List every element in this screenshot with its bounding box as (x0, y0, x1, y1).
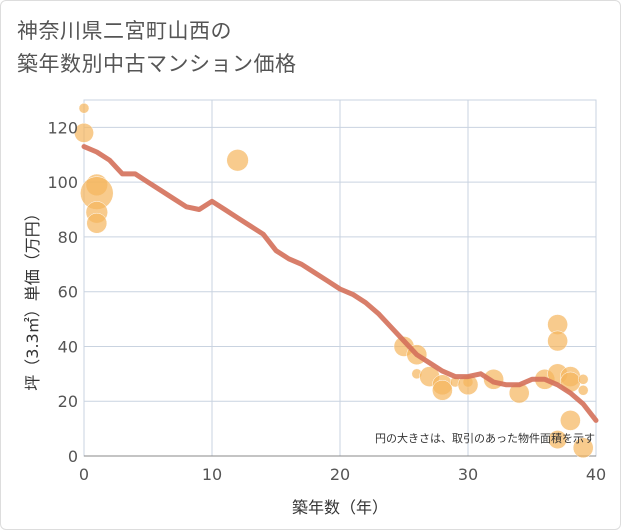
chart-title-line1: 神奈川県二宮町山西の (17, 19, 232, 43)
data-bubble (226, 149, 249, 172)
trend-line-group (81, 144, 599, 423)
area-note: 円の大きさは、取引のあった物件面積を示す (375, 431, 595, 445)
trend-line (81, 144, 599, 423)
data-bubble (577, 384, 589, 396)
data-bubble (74, 122, 94, 143)
data-bubble (432, 379, 453, 401)
y-tick-label: 60 (58, 283, 78, 302)
y-axis-label: 坪（3.3㎡）単価（万円） (23, 205, 42, 390)
chart-title: 神奈川県二宮町山西の 築年数別中古マンション価格 (17, 15, 297, 81)
x-tick-label: 0 (79, 465, 89, 484)
y-tick-label: 0 (68, 447, 78, 466)
data-bubble (560, 410, 581, 431)
grid (83, 99, 597, 457)
data-bubble (78, 102, 90, 114)
y-tick-label: 120 (47, 118, 78, 137)
y-tick-label: 20 (58, 392, 78, 411)
chart-title-line2: 築年数別中古マンション価格 (17, 52, 297, 76)
x-axis-label: 築年数（年） (292, 498, 388, 517)
y-tick-label: 40 (58, 337, 78, 356)
y-tick-label: 100 (47, 173, 78, 192)
axis-ticks: 0 20 40 60 80 100 120 0 10 20 30 40 (47, 118, 606, 484)
data-bubble (548, 430, 568, 450)
x-tick-label: 30 (458, 465, 478, 484)
data-bubble (86, 212, 108, 234)
x-tick-label: 40 (586, 465, 606, 484)
data-bubble (547, 330, 568, 352)
data-bubble (572, 437, 594, 459)
data-bubble (577, 374, 589, 385)
bubbles (74, 102, 594, 459)
x-tick-label: 20 (330, 465, 350, 484)
y-tick-label: 80 (58, 228, 78, 247)
x-tick-label: 10 (202, 465, 222, 484)
